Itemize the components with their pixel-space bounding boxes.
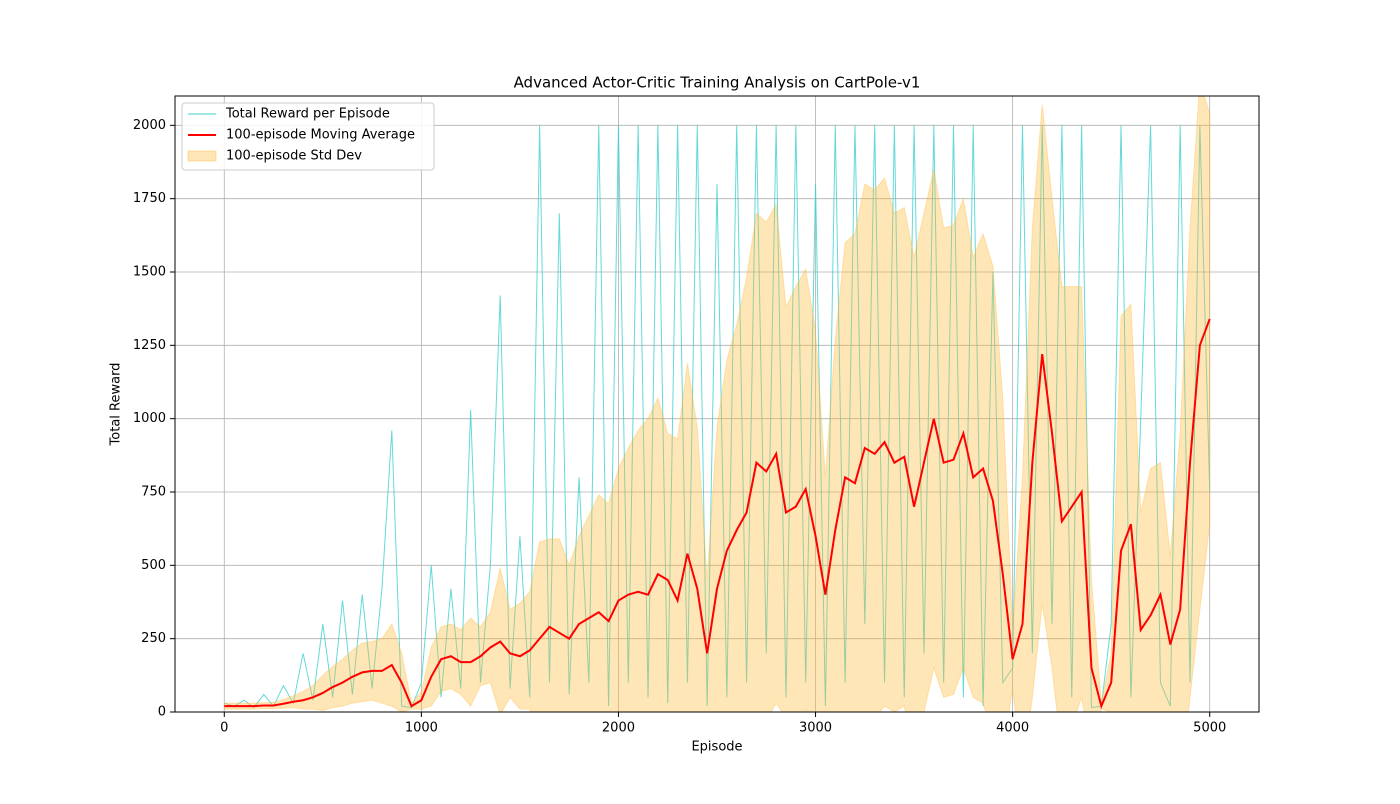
legend: Total Reward per Episode 100-episode Movi… xyxy=(181,102,435,171)
axes-frame xyxy=(174,95,1260,713)
y-tick-label: 2000 xyxy=(133,118,166,133)
x-tick-label: 5000 xyxy=(1193,721,1226,736)
series-line xyxy=(224,318,1211,710)
legend-label: Total Reward per Episode xyxy=(225,107,390,122)
plot-area xyxy=(175,96,1259,712)
x-tick-label: 3000 xyxy=(799,721,832,736)
chart-title: Advanced Actor-Critic Training Analysis … xyxy=(514,74,921,92)
x-tick-label: 0 xyxy=(220,721,228,736)
y-axis-label: Total Reward xyxy=(109,363,124,447)
x-tick-label: 1000 xyxy=(405,721,438,736)
legend-swatch xyxy=(187,150,217,162)
y-tick-label: 250 xyxy=(141,631,166,646)
y-tick-label: 750 xyxy=(141,485,166,500)
x-tick-label: 2000 xyxy=(602,721,635,736)
y-tick-label: 1750 xyxy=(133,191,166,206)
legend-label: 100-episode Moving Average xyxy=(226,128,415,143)
y-tick-label: 1250 xyxy=(133,338,166,353)
legend-label: 100-episode Std Dev xyxy=(226,149,362,164)
y-tick-label: 500 xyxy=(141,558,166,573)
std-band xyxy=(223,96,1211,712)
y-tick-label: 1000 xyxy=(133,411,166,426)
x-tick-label: 4000 xyxy=(996,721,1029,736)
series-line xyxy=(224,125,1211,709)
legend-box xyxy=(181,102,435,171)
x-axis-label: Episode xyxy=(691,740,742,755)
y-tick-label: 0 xyxy=(158,705,166,720)
y-tick-label: 1500 xyxy=(133,265,166,280)
